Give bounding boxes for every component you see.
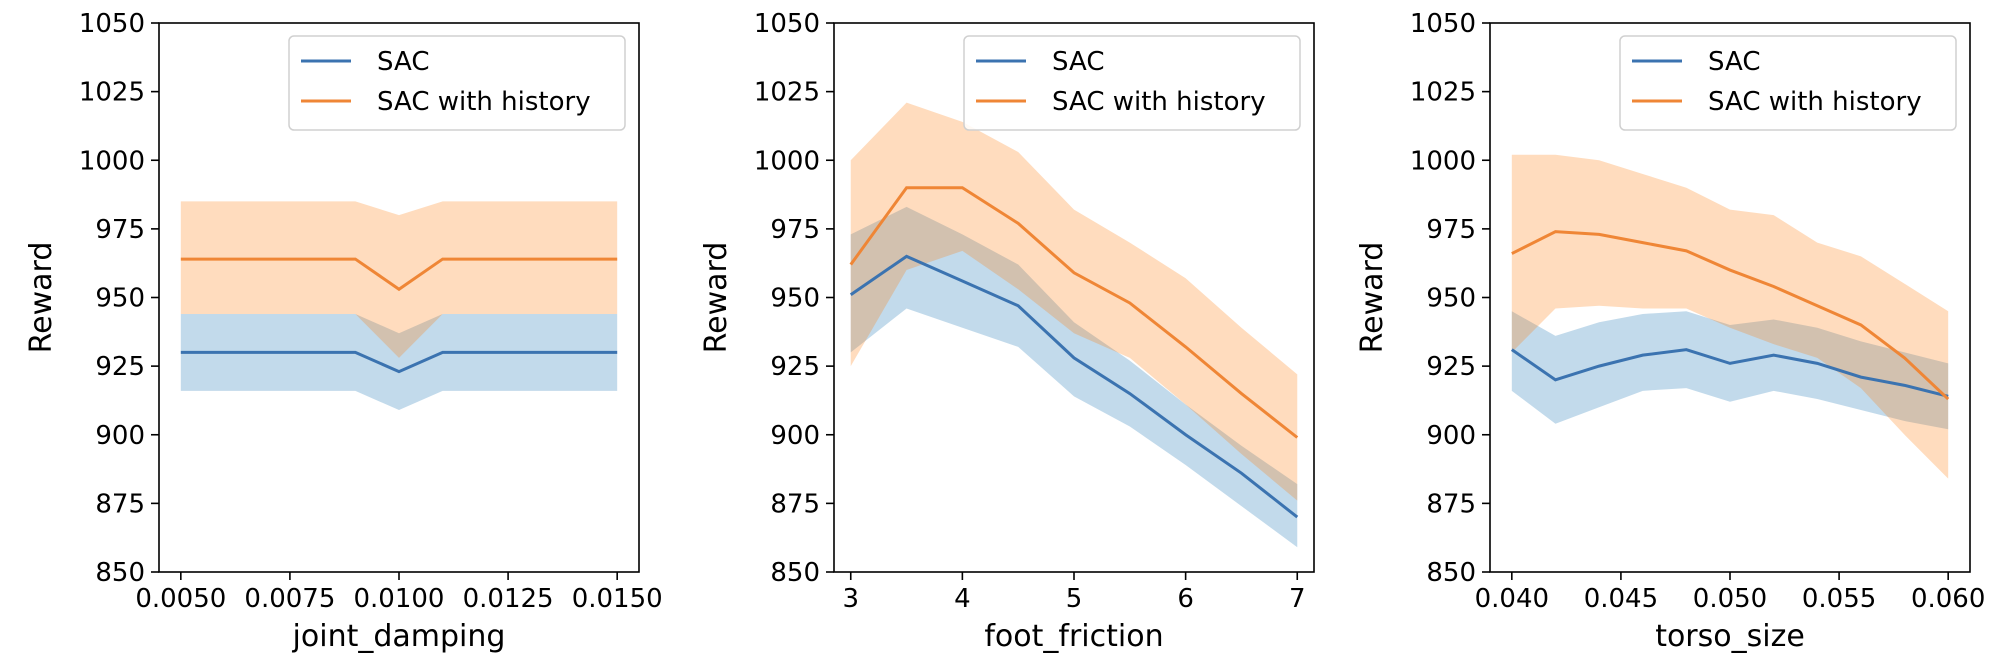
- y-axis-label: Reward: [699, 242, 734, 354]
- legend-label: SAC with history: [1052, 87, 1266, 117]
- y-tick-label: 975: [95, 215, 145, 245]
- y-tick-label: 925: [770, 352, 820, 382]
- legend: SAC SAC with history: [963, 35, 1301, 131]
- series-line-sac: [849, 254, 1299, 519]
- y-tick-label: 1000: [1410, 146, 1476, 176]
- y-tick-label: 975: [1426, 215, 1476, 245]
- x-tick-label: 0.0125: [463, 584, 554, 614]
- x-tick-label: 0.0150: [572, 584, 663, 614]
- x-axis-label: joint_damping: [292, 619, 506, 654]
- y-tick-label: 950: [770, 284, 820, 314]
- legend-label: SAC: [1052, 47, 1104, 77]
- y-tick-label: 875: [1426, 489, 1476, 519]
- y-tick-label: 900: [95, 421, 145, 451]
- x-axis-label: foot_friction: [984, 619, 1163, 654]
- y-tick-label: 875: [770, 489, 820, 519]
- y-tick-label: 925: [95, 352, 145, 382]
- x-tick-label: 0.0050: [135, 584, 226, 614]
- confidence-band-sac-with-history: [180, 201, 618, 358]
- x-tick-label: 0.050: [1693, 584, 1767, 614]
- x-tick-label: 0.060: [1911, 584, 1985, 614]
- legend-box: [963, 35, 1301, 131]
- x-tick-label: 5: [1066, 584, 1083, 614]
- x-tick-label: 0.045: [1584, 584, 1658, 614]
- y-tick-label: 1000: [754, 146, 820, 176]
- y-tick-label: 1025: [754, 78, 820, 108]
- y-tick-label: 875: [95, 489, 145, 519]
- y-axis-label: Reward: [1355, 242, 1390, 354]
- plot-area: [849, 102, 1299, 548]
- confidence-band-sac: [180, 313, 618, 411]
- plot-area: [180, 201, 618, 411]
- x-axis-label: torso_size: [1655, 619, 1805, 654]
- x-tick-label: 0.0075: [244, 584, 335, 614]
- y-tick-label: 850: [770, 558, 820, 588]
- chart-panel-3: 850 875 900 925 950 975 1000 1025 1050 0.040 0.045…: [1355, 9, 1985, 654]
- y-tick-label: 950: [95, 284, 145, 314]
- y-tick-label: 850: [95, 558, 145, 588]
- x-tick-label: 3: [842, 584, 859, 614]
- x-tick-label: 0.055: [1802, 584, 1876, 614]
- y-tick-label: 850: [1426, 558, 1476, 588]
- y-tick-label: 1050: [79, 9, 145, 39]
- x-tick-label: 4: [954, 584, 971, 614]
- legend-label: SAC with history: [377, 87, 591, 117]
- y-tick-label: 1050: [754, 9, 820, 39]
- series-line-sac-with-history: [180, 257, 618, 292]
- chart-panel-1: 850 875 900 925 950 975 1000 1025 1050 0.0050 0.00…: [24, 9, 663, 654]
- legend-box: [1619, 35, 1957, 131]
- x-tick-label: 7: [1289, 584, 1306, 614]
- x-tick-label: 0.0100: [354, 584, 445, 614]
- plot-area: [1510, 154, 1950, 479]
- y-tick-label: 900: [770, 421, 820, 451]
- y-tick-label: 900: [1426, 421, 1476, 451]
- y-tick-label: 1000: [79, 146, 145, 176]
- y-tick-label: 950: [1426, 284, 1476, 314]
- series-line-sac-with-history: [849, 186, 1299, 439]
- legend-label: SAC: [377, 47, 429, 77]
- y-tick-label: 975: [770, 215, 820, 245]
- legend-label: SAC with history: [1708, 87, 1922, 117]
- legend: SAC SAC with history: [288, 35, 626, 131]
- chart-panel-2: 850 875 900 925 950 975 1000 1025 1050 3 4 5 6 7 foot_…: [699, 9, 1315, 654]
- y-tick-label: 1050: [1410, 9, 1476, 39]
- series-line-sac: [1510, 348, 1949, 398]
- confidence-band-sac: [850, 206, 1298, 548]
- series-line-sac-with-history: [1511, 230, 1950, 401]
- series-line-sac: [180, 350, 618, 374]
- confidence-band-sac: [1511, 311, 1949, 430]
- legend-label: SAC: [1708, 47, 1760, 77]
- y-tick-label: 925: [1426, 352, 1476, 382]
- x-tick-label: 0.040: [1475, 584, 1549, 614]
- legend: SAC SAC with history: [1619, 35, 1957, 131]
- confidence-band-sac-with-history: [850, 102, 1298, 501]
- legend-box: [288, 35, 626, 131]
- y-tick-label: 1025: [79, 78, 145, 108]
- x-tick-label: 6: [1177, 584, 1194, 614]
- y-axis-label: Reward: [24, 242, 59, 354]
- confidence-band-sac-with-history: [1511, 154, 1949, 479]
- y-tick-label: 1025: [1410, 78, 1476, 108]
